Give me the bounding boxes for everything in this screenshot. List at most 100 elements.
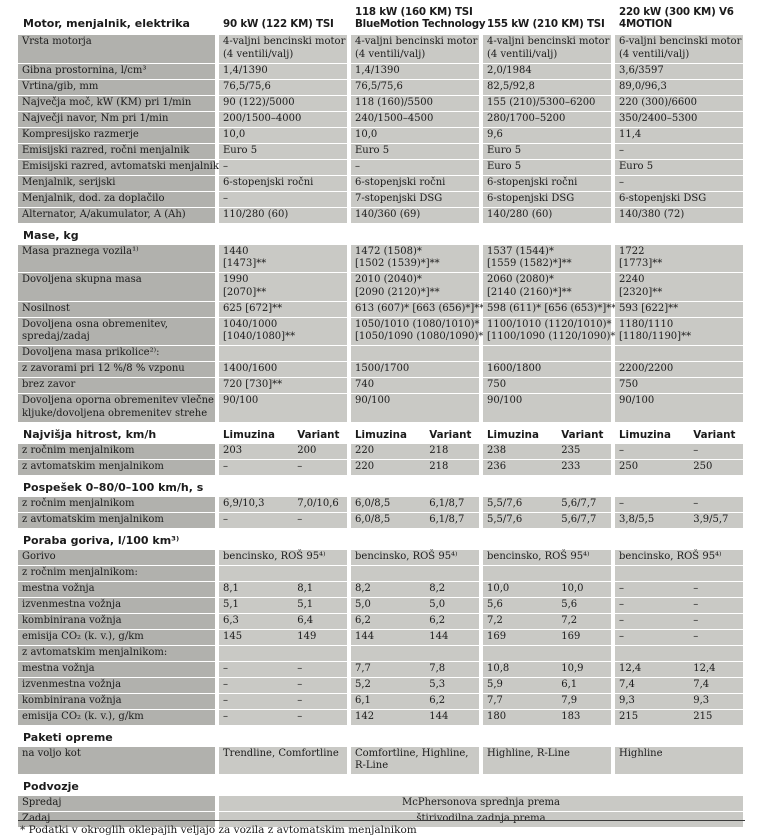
table-row: Gibna prostornina, l/cm³ 1,4/1390 1,4/1390… xyxy=(18,63,743,79)
engine-value-group: 1537 (1544)* [1559 (1582)*]** xyxy=(483,244,611,272)
value-cell: 750 xyxy=(619,379,639,390)
engine-spec-table: Motor, menjalnik, elektrika 90 kW (122 KM… xyxy=(18,6,743,828)
value-variant: – xyxy=(693,497,699,509)
value-limuzina: – xyxy=(619,444,624,456)
table-row: na voljo kot Trendline, Comfortline Comfor… xyxy=(18,746,743,774)
row-label: izvenmestna vožnja xyxy=(18,677,215,693)
value-limuzina: – xyxy=(223,678,228,690)
value-limuzina: 220 xyxy=(355,460,375,472)
value-variant: 10,9 xyxy=(561,662,584,674)
row-label: Dovoljena masa prikolice²⁾: xyxy=(18,346,215,361)
value-cell: 750 xyxy=(487,379,507,390)
engine-value-group: 6,9/10,3 7,0/10,6 xyxy=(219,496,347,512)
engine-value-group: 145 149 xyxy=(219,629,347,645)
value-cell: 1722 [1773]** xyxy=(619,245,663,270)
value-cell: Euro 5 xyxy=(355,144,390,156)
value-cell xyxy=(615,566,743,569)
value-limuzina: 238 xyxy=(487,444,507,456)
engine-value-group: 5,2 5,3 xyxy=(351,677,479,693)
value-cell: 9,6 xyxy=(487,128,503,140)
row-label: kombinirana vožnja xyxy=(18,693,215,709)
value-cell: 82,5/92,8 xyxy=(487,80,535,92)
subheader-variant: Variant xyxy=(561,428,604,441)
table-row: Menjalnik, dod. za doplačilo – 7-stopenjsk… xyxy=(18,191,743,207)
engine-value-group: Euro 5 xyxy=(219,143,347,159)
value-limuzina: 5,1 xyxy=(223,598,239,610)
value-limuzina: 5,5/7,6 xyxy=(487,497,523,509)
engine-value-group xyxy=(219,565,347,581)
engine-value-group: – – xyxy=(615,496,743,512)
value-limuzina: 180 xyxy=(487,710,507,722)
engine-value-group: 220 218 xyxy=(351,459,479,475)
value-limuzina: 6,0/8,5 xyxy=(355,513,391,525)
row-label: emisija CO₂ (k. v.), g/km xyxy=(18,629,215,645)
value-variant: – xyxy=(693,444,699,456)
value-cell xyxy=(483,566,611,569)
value-cell: 6-stopenjski ročni xyxy=(487,176,578,188)
value-limuzina: – xyxy=(223,662,228,674)
row-label: Nosilnost xyxy=(18,301,215,317)
value-variant: 6,2 xyxy=(429,694,446,706)
section-header-row: Najvišja hitrost, km/h Limuzina Variant Lim… xyxy=(18,424,743,443)
value-cell: 10,0 xyxy=(355,128,378,140)
value-cell xyxy=(351,566,479,569)
value-cell xyxy=(351,646,479,649)
value-cell: 1400/1600 xyxy=(223,363,278,374)
value-cell: 6-valjni bencinski motor (4 ventili/valj… xyxy=(619,36,742,60)
value-limuzina: 215 xyxy=(619,710,639,722)
engine-value-group: – – xyxy=(219,512,347,528)
value-variant: 169 xyxy=(561,630,581,642)
engine-value-group: 11,4 xyxy=(615,127,743,143)
value-variant: 5,6/7,7 xyxy=(561,497,597,509)
table-row: z avtomatskim menjalnikom – –220 218 236 233 2… xyxy=(18,459,743,475)
subheader-variant: Variant xyxy=(693,428,736,441)
value-variant: – xyxy=(297,513,303,525)
engine-value-group: 110/280 (60) xyxy=(219,207,347,223)
value-variant: 218 xyxy=(429,460,449,472)
engine-value-group: 142 144 xyxy=(351,709,479,725)
value-limuzina: 12,4 xyxy=(619,662,642,674)
value-cell xyxy=(219,346,347,349)
value-cell: 1472 (1508)* [1502 (1539)*]** xyxy=(355,245,440,270)
value-variant: 7,2 xyxy=(561,614,578,626)
engine-value-group: 7-stopenjski DSG xyxy=(351,191,479,207)
row-label: Vrtina/gib, mm xyxy=(18,79,215,95)
engine-value-group: 169 169 xyxy=(483,629,611,645)
value-variant: 5,1 xyxy=(297,598,314,610)
value-cell: 76,5/75,6 xyxy=(355,80,403,92)
engine-value-group: 5,5/7,6 5,6/7,7 xyxy=(483,512,611,528)
engine-value-group: – – xyxy=(219,459,347,475)
value-cell: 76,5/75,6 xyxy=(223,80,271,92)
row-label: izvenmestna vožnja xyxy=(18,597,215,613)
engine-value-group: 10,0 xyxy=(219,127,347,143)
row-label: Menjalnik, serijski xyxy=(18,175,215,191)
engine-value-group: – – xyxy=(615,581,743,597)
value-variant: 149 xyxy=(297,630,317,642)
engine-value-group: 6,3 6,4 xyxy=(219,613,347,629)
table-row: kombinirana vožnja – –6,1 6,2 7,7 7,9 9,3 9,3 xyxy=(18,693,743,709)
row-label: Največja moč, kW (KM) pri 1/min xyxy=(18,95,215,111)
row-label: mestna vožnja xyxy=(18,661,215,677)
section-title: Podvozje xyxy=(23,780,79,793)
engine-value-group: 613 (607)* [663 (656)*]** xyxy=(351,301,484,317)
row-label: Emisijski razred, ročni menjalnik xyxy=(18,143,215,159)
engine-value-group: 140/280 (60) xyxy=(483,207,611,223)
engine-value-group: 7,7 7,9 xyxy=(483,693,611,709)
table-row: Menjalnik, serijski 6-stopenjski ročni 6-s… xyxy=(18,175,743,191)
value-variant: – xyxy=(297,710,303,722)
value-limuzina: 8,2 xyxy=(355,582,371,594)
row-label: z avtomatskim menjalnikom: xyxy=(18,645,215,661)
value-cell: 1,4/1390 xyxy=(355,64,400,76)
value-limuzina: 250 xyxy=(619,460,639,472)
value-limuzina: 144 xyxy=(355,630,375,642)
engine-value-group: 6-stopenjski ročni xyxy=(351,175,479,191)
value-cell xyxy=(615,646,743,649)
value-cell: 625 [672]** xyxy=(223,302,283,314)
engine-value-group: 4-valjni bencinski motor (4 ventili/valj… xyxy=(483,35,611,63)
table-row: mestna vožnja – –7,7 7,8 10,8 10,9 12,4 12,4 xyxy=(18,661,743,677)
value-limuzina: – xyxy=(619,614,624,626)
engine-value-group: 6,2 6,2 xyxy=(351,613,479,629)
engine-value-group: 280/1700–5200 xyxy=(483,111,611,127)
value-cell: – xyxy=(223,160,228,172)
engine-column-header-4: 220 kW (300 KM) V6 4MOTION xyxy=(619,6,734,30)
